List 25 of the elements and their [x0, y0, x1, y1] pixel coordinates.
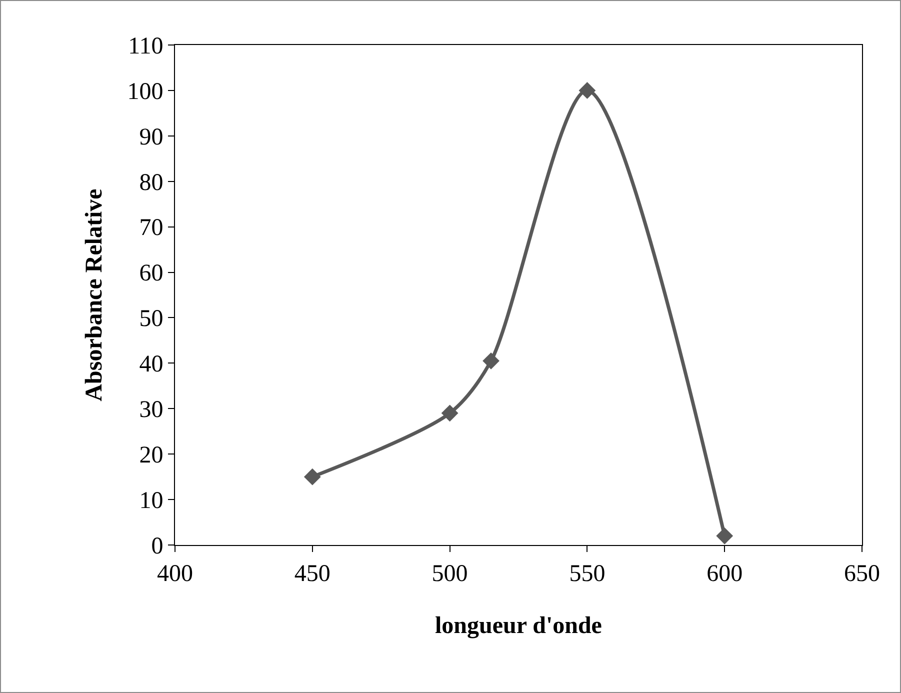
point — [441, 404, 458, 422]
point — [304, 468, 321, 486]
y-tick-label: 10 — [139, 488, 164, 514]
y-axis-title: Absorbance Relative — [81, 188, 108, 402]
x-tick-label: 450 — [294, 560, 330, 587]
point — [482, 352, 500, 370]
x-axis-title: longueur d'onde — [435, 613, 602, 640]
y-tick-label: 40 — [139, 352, 164, 378]
y-tick-label: 70 — [139, 215, 164, 242]
y-tick-label: 50 — [139, 306, 164, 332]
point — [578, 82, 596, 99]
x-tick-label: 600 — [706, 560, 743, 587]
x-tick-label: 550 — [569, 560, 606, 587]
point — [716, 527, 734, 544]
x-tick-label: 500 — [432, 560, 468, 587]
x-tick-label: 400 — [157, 560, 193, 587]
y-tick-label: 0 — [151, 533, 164, 560]
y-tick-label: 80 — [139, 170, 164, 196]
y-tick-label: 90 — [139, 124, 164, 150]
y-tick-label: 110 — [128, 33, 164, 60]
y-tick-label: 100 — [127, 78, 164, 105]
y-tick-label: 30 — [139, 397, 164, 424]
x-tick-label: 650 — [844, 560, 880, 587]
y-tick-label: 60 — [139, 260, 164, 287]
y-tick-label: 20 — [139, 442, 164, 468]
